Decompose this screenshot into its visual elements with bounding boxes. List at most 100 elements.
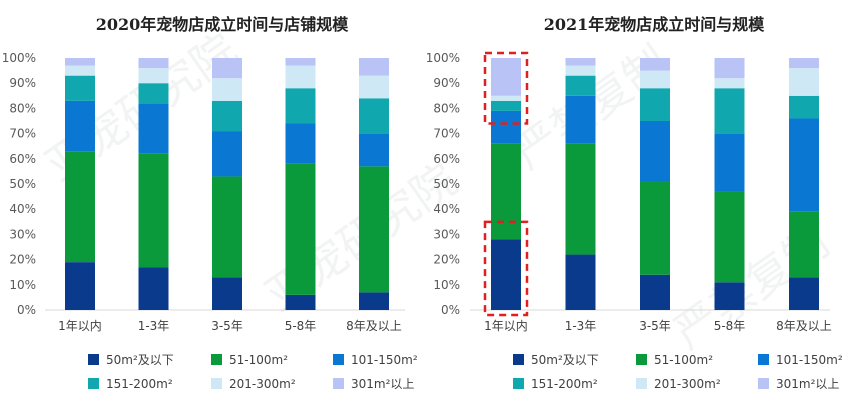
- y-tick-label: 30%: [9, 227, 36, 241]
- y-tick-label: 20%: [9, 253, 36, 267]
- bar-segment: [65, 100, 95, 152]
- y-tick-label: 30%: [433, 227, 460, 241]
- y-tick-label: 20%: [433, 253, 460, 267]
- bar-segment: [714, 88, 745, 134]
- highlight-box: [483, 220, 529, 317]
- bar-segment: [565, 58, 596, 66]
- bar-segment: [65, 151, 95, 263]
- legend-swatch: [211, 354, 222, 365]
- bar-segment: [640, 70, 670, 89]
- legend-label: 50m²及以下: [531, 353, 599, 367]
- bar-segment: [565, 254, 596, 310]
- legend-swatch: [758, 378, 769, 389]
- bar-segment: [138, 103, 169, 154]
- y-tick-label: 0%: [17, 303, 36, 317]
- bar-segment: [565, 95, 596, 144]
- legend-label: 51-100m²: [654, 353, 713, 367]
- legend-swatch: [513, 354, 524, 365]
- bar-segment: [714, 191, 745, 283]
- bar-segment: [789, 95, 819, 119]
- legend-swatch: [88, 378, 99, 389]
- bar-segment: [65, 262, 95, 310]
- bar-segment: [138, 68, 169, 84]
- bar-segment: [491, 58, 521, 96]
- bar-segment: [789, 58, 819, 69]
- legend-swatch: [88, 354, 99, 365]
- bar-segment: [212, 58, 242, 79]
- legend-swatch: [636, 354, 647, 365]
- y-tick-label: 50%: [433, 177, 460, 191]
- y-tick-label: 0%: [441, 303, 460, 317]
- bar-segment: [359, 98, 389, 134]
- legend-label: 201-300m²: [654, 377, 721, 391]
- legend-label: 50m²及以下: [106, 353, 174, 367]
- bar-segment: [714, 133, 745, 192]
- bar-segment: [285, 294, 316, 310]
- x-tick-label: 5-8年: [285, 319, 317, 333]
- bar-segment: [359, 75, 389, 99]
- y-tick-label: 60%: [9, 152, 36, 166]
- y-tick-label: 10%: [9, 278, 36, 292]
- bar-segment: [212, 131, 242, 177]
- x-tick-label: 8年及以上: [776, 319, 832, 333]
- bar-segment: [212, 277, 242, 310]
- legend-label: 101-150m²: [776, 353, 843, 367]
- x-tick-label: 8年及以上: [346, 319, 402, 333]
- bar-segment: [212, 100, 242, 132]
- bar-segment: [285, 88, 316, 124]
- chart-2021: 2021年宠物店成立时间与规模 0% 10% 20% 30% 40% 50% 60% 70% 80…: [426, 15, 843, 391]
- bar-segment: [65, 58, 95, 66]
- bar-segment: [565, 65, 596, 76]
- y-tick-label: 50%: [9, 177, 36, 191]
- bar-segment: [359, 166, 389, 293]
- chart-title: 2020年宠物店成立时间与店铺规模: [96, 15, 350, 34]
- x-tick-label: 1年以内: [58, 319, 102, 333]
- y-tick-label: 70%: [9, 127, 36, 141]
- bar-segment: [212, 78, 242, 101]
- x-tick-label: 1-3年: [138, 319, 170, 333]
- x-tick-label: 3-5年: [639, 319, 671, 333]
- legend-swatch: [333, 378, 344, 389]
- y-tick-label: 60%: [433, 152, 460, 166]
- bar-segment: [138, 83, 169, 104]
- legend-label: 151-200m²: [106, 377, 173, 391]
- y-tick-label: 80%: [9, 101, 36, 115]
- bar-segment: [285, 65, 316, 89]
- x-tick-label: 3-5年: [211, 319, 243, 333]
- bar-segment: [789, 68, 819, 96]
- bar-segment: [491, 95, 521, 101]
- y-tick-label: 10%: [433, 278, 460, 292]
- bar-segment: [789, 118, 819, 212]
- legend-swatch: [636, 378, 647, 389]
- legend-label: 101-150m²: [351, 353, 418, 367]
- legend-label: 301m²以上: [351, 377, 414, 391]
- bar-segment: [714, 58, 745, 79]
- legend-swatch: [513, 378, 524, 389]
- legend-label: 51-100m²: [229, 353, 288, 367]
- bar-segment: [212, 176, 242, 278]
- bar-segment: [565, 75, 596, 96]
- x-tick-label: 1-3年: [565, 319, 597, 333]
- legend-label: 301m²以上: [776, 377, 839, 391]
- bar-segment: [359, 133, 389, 167]
- y-tick-label: 40%: [9, 202, 36, 216]
- bar-segment: [138, 58, 169, 69]
- legend-label: 151-200m²: [531, 377, 598, 391]
- bar-segment: [491, 239, 521, 310]
- bar-segment: [138, 267, 169, 310]
- bar-segment: [640, 88, 670, 121]
- chart-title: 2021年宠物店成立时间与规模: [544, 15, 766, 34]
- bar-segment: [491, 100, 521, 111]
- bar-segment: [138, 153, 169, 268]
- bar-segment: [714, 78, 745, 89]
- bar-segment: [491, 143, 521, 240]
- chart-2020: 2020年宠物店成立时间与店铺规模 0% 10% 20% 30% 40% 50% 60% 70%…: [2, 15, 418, 391]
- bar-segment: [491, 110, 521, 144]
- y-tick-label: 40%: [433, 202, 460, 216]
- bar-segment: [640, 274, 670, 310]
- y-tick-label: 100%: [2, 51, 36, 65]
- y-tick-label: 90%: [433, 76, 460, 90]
- legend-swatch: [758, 354, 769, 365]
- bar-segment: [640, 121, 670, 182]
